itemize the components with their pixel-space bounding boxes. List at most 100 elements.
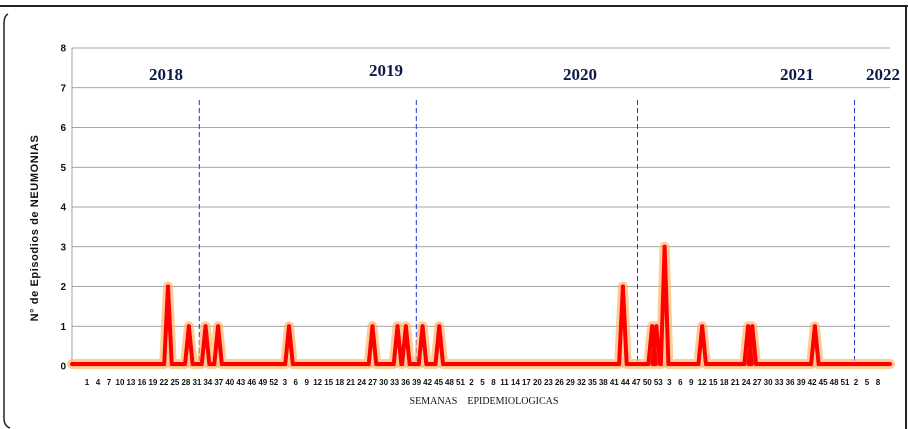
x-tick-label: 7 <box>107 378 112 387</box>
x-tick-label: 22 <box>159 378 168 387</box>
x-tick-label: 18 <box>720 378 729 387</box>
year-label-2021: 2021 <box>780 65 814 84</box>
data-point <box>370 324 375 329</box>
x-tick-label: 19 <box>148 378 157 387</box>
x-tick-label: 4 <box>96 378 101 387</box>
x-tick-label: 33 <box>775 378 784 387</box>
data-point <box>395 324 400 329</box>
x-tick-label: 51 <box>841 378 850 387</box>
x-tick-label: 31 <box>192 378 201 387</box>
y-tick-label: 7 <box>60 83 66 94</box>
x-tick-label: 45 <box>434 378 443 387</box>
x-tick-label: 39 <box>797 378 806 387</box>
data-point <box>437 324 442 329</box>
x-tick-label: 2 <box>469 378 474 387</box>
x-tick-label: 27 <box>753 378 762 387</box>
y-axis-label: N° de Episodios de NEUMONIAS <box>29 135 41 322</box>
data-point <box>700 324 705 329</box>
y-axis-ticks: 0 1 2 3 4 5 6 7 8 <box>60 44 66 373</box>
x-tick-label: 40 <box>225 378 234 387</box>
data-point <box>165 284 170 289</box>
x-tick-label: 34 <box>203 378 212 387</box>
y-tick-label: 8 <box>60 44 66 55</box>
data-point <box>750 324 755 329</box>
x-tick-label: 24 <box>742 378 751 387</box>
data-point <box>203 324 208 329</box>
x-tick-label: 17 <box>522 378 531 387</box>
x-tick-label: 48 <box>830 378 839 387</box>
y-tick-label: 4 <box>60 203 66 214</box>
x-tick-label: 13 <box>126 378 135 387</box>
data-point <box>812 324 817 329</box>
x-tick-label: 12 <box>313 378 322 387</box>
x-tick-label: 46 <box>247 378 256 387</box>
x-tick-label: 29 <box>566 378 575 387</box>
year-dividers <box>198 100 856 366</box>
data-point <box>186 324 191 329</box>
data-point <box>662 244 667 249</box>
x-tick-label: 15 <box>709 378 718 387</box>
x-tick-label: 53 <box>654 378 663 387</box>
x-tick-label: 26 <box>555 378 564 387</box>
x-tick-label: 8 <box>876 378 881 387</box>
x-tick-label: 12 <box>698 378 707 387</box>
x-tick-label: 1 <box>85 378 90 387</box>
year-label-bg <box>558 65 602 84</box>
x-tick-label: 9 <box>689 378 694 387</box>
x-tick-label: 47 <box>632 378 641 387</box>
year-label-2019: 2019 <box>369 61 403 80</box>
x-tick-label: 24 <box>357 378 366 387</box>
x-tick-label: 50 <box>643 378 652 387</box>
x-tick-label: 6 <box>293 378 298 387</box>
year-label-bg <box>364 61 408 80</box>
x-tick-label: 32 <box>577 378 586 387</box>
data-point <box>620 284 625 289</box>
year-label-2018: 2018 <box>149 65 183 84</box>
x-tick-label: 39 <box>412 378 421 387</box>
x-tick-label: 43 <box>236 378 245 387</box>
x-tick-label: 11 <box>500 378 509 387</box>
year-label-2020: 2020 <box>563 65 597 84</box>
x-tick-label: 36 <box>401 378 410 387</box>
x-tick-label: 25 <box>170 378 179 387</box>
x-tick-label: 49 <box>258 378 267 387</box>
x-tick-label: 20 <box>533 378 542 387</box>
x-tick-label: 27 <box>368 378 377 387</box>
x-tick-label: 51 <box>456 378 465 387</box>
y-tick-label: 2 <box>60 282 66 293</box>
x-axis-ticks: 1 4 7 10 13 16 19 22 25 28 31 34 37 40 43 46 49 52 3 6 9 12 15… <box>85 378 881 387</box>
left-bracket <box>3 13 11 429</box>
x-tick-label: 38 <box>599 378 608 387</box>
x-tick-label: 6 <box>678 378 683 387</box>
x-tick-label: 30 <box>764 378 773 387</box>
x-tick-label: 5 <box>865 378 870 387</box>
x-tick-label: 41 <box>610 378 619 387</box>
x-tick-label: 23 <box>544 378 553 387</box>
year-label-bg <box>861 65 905 84</box>
x-tick-label: 21 <box>731 378 740 387</box>
x-tick-label: 21 <box>346 378 355 387</box>
series-line-path <box>70 244 892 366</box>
series-line <box>67 241 895 369</box>
data-point <box>420 324 425 329</box>
x-tick-label: 18 <box>335 378 344 387</box>
x-tick-label: 10 <box>116 378 125 387</box>
year-label-bg <box>144 65 188 84</box>
x-tick-label: 2 <box>854 378 859 387</box>
x-tick-label: 42 <box>808 378 817 387</box>
x-tick-label: 5 <box>480 378 485 387</box>
data-point <box>746 324 751 329</box>
data-point <box>403 324 408 329</box>
data-point <box>287 324 292 329</box>
x-tick-label: 15 <box>324 378 333 387</box>
x-tick-label: 9 <box>304 378 309 387</box>
x-tick-label: 16 <box>137 378 146 387</box>
y-tick-label: 5 <box>60 163 66 174</box>
year-label-2022: 2022 <box>866 65 900 84</box>
x-tick-label: 30 <box>379 378 388 387</box>
x-tick-label: 3 <box>283 378 288 387</box>
data-point <box>216 324 221 329</box>
x-axis-label: SEMANAS EPIDEMIOLOGICAS <box>410 396 559 407</box>
